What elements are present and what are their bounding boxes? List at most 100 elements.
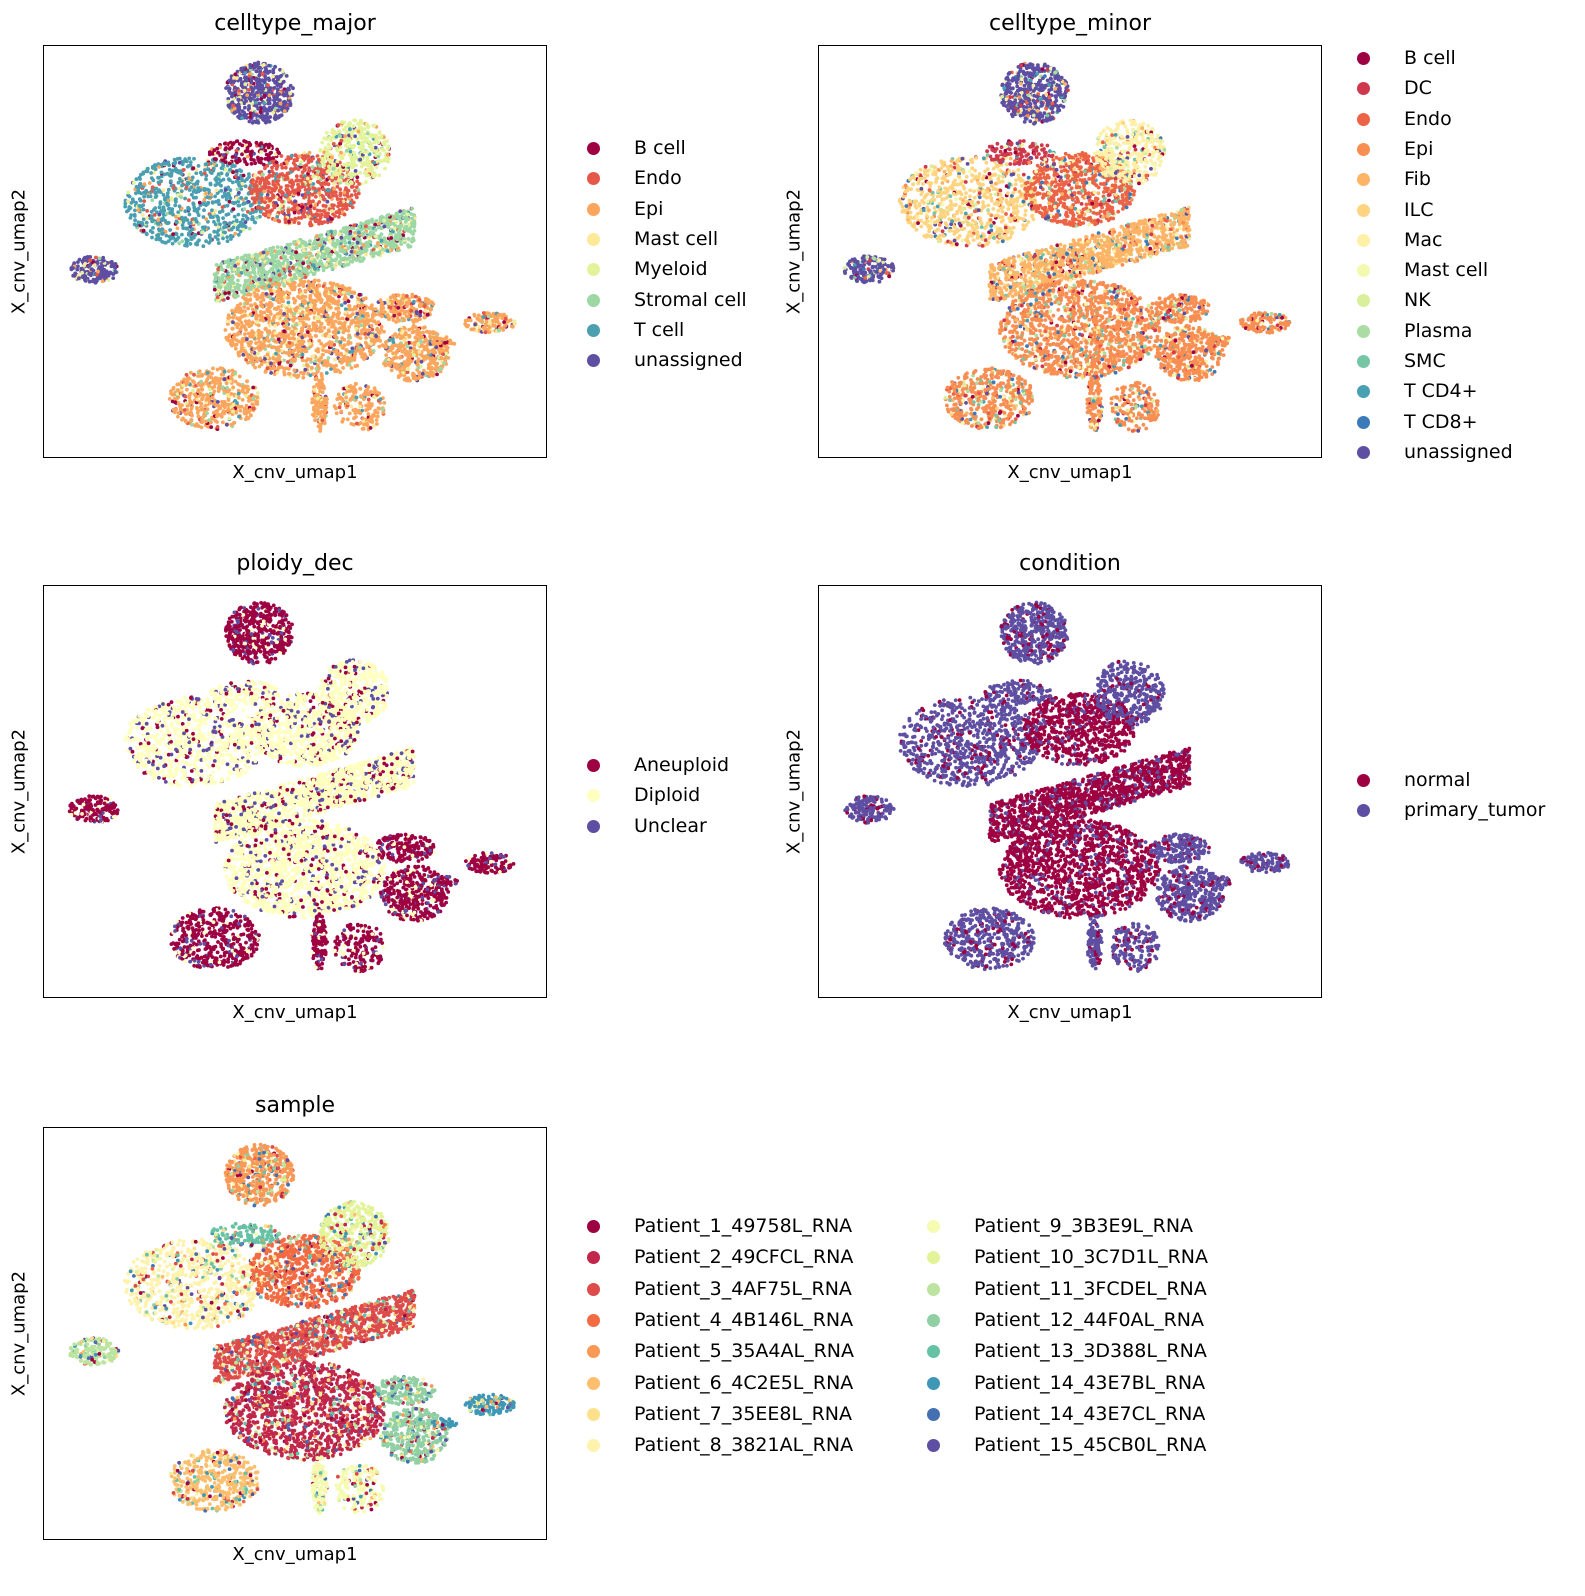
point (171, 186, 176, 191)
point (281, 79, 286, 84)
point (282, 279, 287, 283)
point (363, 140, 368, 144)
point (371, 123, 376, 128)
point (311, 272, 316, 277)
point (341, 346, 345, 350)
point (211, 200, 215, 205)
point (287, 99, 292, 103)
point (72, 273, 77, 278)
point (146, 194, 151, 199)
point (354, 163, 358, 168)
point (216, 288, 221, 293)
point (259, 310, 263, 314)
point (348, 127, 352, 132)
point (265, 111, 270, 116)
point (261, 291, 265, 296)
point (253, 302, 257, 306)
point (288, 91, 293, 96)
point (188, 163, 193, 168)
point (185, 243, 189, 248)
point (374, 334, 378, 339)
point (274, 185, 279, 190)
point (292, 240, 297, 244)
point (136, 220, 141, 225)
point (204, 239, 209, 244)
point (223, 192, 228, 197)
point (238, 229, 243, 234)
point (313, 333, 318, 338)
point (272, 264, 277, 268)
point (365, 122, 369, 126)
point (328, 195, 332, 200)
point (349, 132, 354, 136)
point (177, 213, 181, 218)
point (134, 184, 139, 189)
point (409, 212, 413, 216)
point (213, 209, 218, 213)
point (368, 164, 373, 169)
point (353, 245, 358, 250)
point (142, 199, 147, 204)
point (331, 166, 336, 171)
point (370, 134, 375, 139)
point (109, 263, 114, 268)
point (192, 156, 196, 161)
point (237, 88, 241, 93)
point (267, 284, 272, 288)
point (277, 114, 282, 118)
point (280, 172, 285, 176)
point (247, 186, 252, 191)
point (255, 263, 259, 268)
point (286, 243, 290, 248)
point (154, 237, 159, 242)
point (237, 91, 241, 96)
point (241, 288, 246, 293)
point (164, 240, 168, 245)
point (260, 78, 265, 83)
point (187, 212, 192, 217)
point (239, 66, 244, 71)
point (141, 207, 146, 212)
point (295, 373, 300, 378)
point (108, 270, 113, 275)
point (221, 278, 226, 283)
point (334, 363, 338, 368)
point (313, 218, 318, 222)
point (340, 244, 345, 249)
point (302, 248, 306, 253)
point (259, 198, 264, 203)
point (223, 188, 228, 192)
point (282, 324, 287, 329)
point (180, 215, 184, 220)
point (245, 177, 249, 182)
point (194, 171, 199, 175)
point (133, 208, 137, 213)
point (212, 161, 217, 166)
point (213, 194, 218, 199)
point (274, 351, 278, 356)
point (286, 261, 291, 266)
point (234, 152, 238, 157)
point (298, 289, 303, 293)
point (280, 199, 284, 204)
point (216, 172, 221, 176)
point (161, 188, 166, 193)
point (136, 188, 141, 193)
point (267, 258, 272, 263)
point (321, 175, 326, 180)
point (239, 83, 244, 88)
point (250, 101, 254, 106)
point (173, 237, 178, 242)
point (91, 277, 96, 282)
point (220, 209, 225, 214)
point (248, 65, 253, 70)
point (230, 180, 235, 185)
point (201, 244, 206, 249)
point (183, 209, 188, 214)
point (368, 348, 373, 353)
point (204, 191, 208, 196)
point (239, 169, 244, 173)
point (243, 96, 247, 101)
point (181, 167, 186, 172)
point (229, 94, 234, 99)
